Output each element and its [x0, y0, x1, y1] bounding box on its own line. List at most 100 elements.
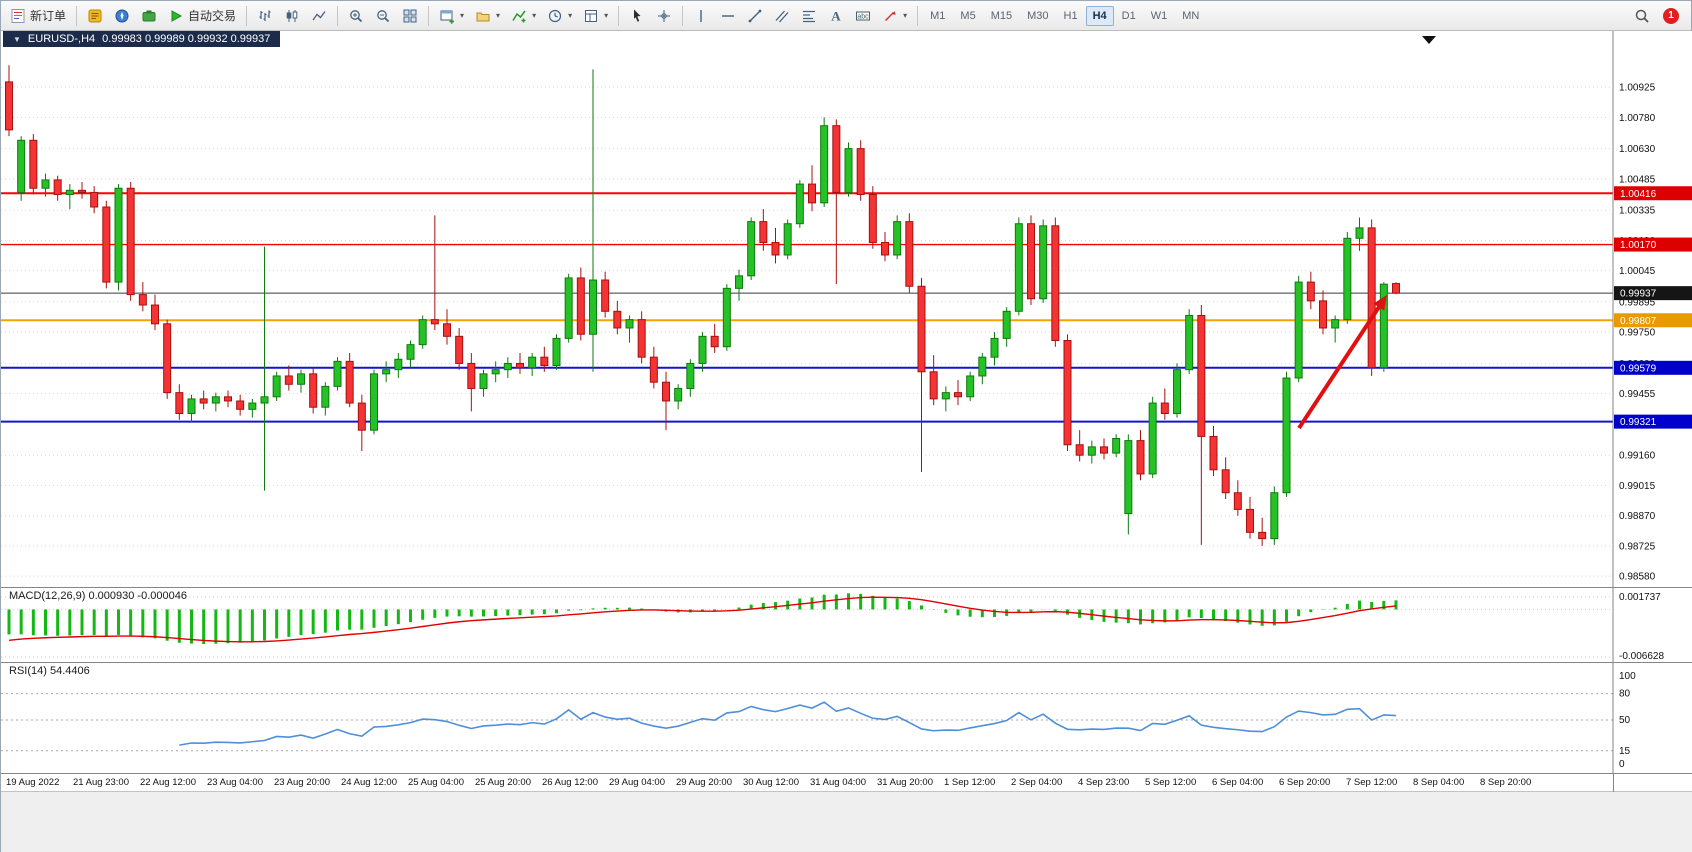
- tf-m5-button[interactable]: M5: [960, 9, 976, 22]
- tf-d1-button[interactable]: D1: [1121, 9, 1136, 22]
- svg-text:0.99807: 0.99807: [1620, 316, 1657, 327]
- zoom-out-button[interactable]: [370, 4, 396, 28]
- template-icon: [585, 9, 598, 22]
- toolbar-separator: [337, 5, 339, 26]
- toolbar-separator: [917, 5, 919, 26]
- text-button[interactable]: A: [823, 4, 849, 28]
- crosshair-button[interactable]: [651, 4, 677, 28]
- clock-icon: [548, 9, 562, 22]
- svg-text:0.99579: 0.99579: [1620, 363, 1657, 374]
- toolbar-separator: [246, 5, 248, 26]
- toolbar-separator: [76, 5, 78, 26]
- time-axis[interactable]: 19 Aug 2022 21 Aug 23:00 22 Aug 12:00 23 Au…: [1, 773, 1692, 792]
- time-label: 30 Aug 12:00: [743, 777, 799, 788]
- macd-histogram: [7, 593, 1398, 644]
- svg-text:0.99321: 0.99321: [1620, 417, 1657, 428]
- price-axis-label: 1.00925: [1619, 83, 1656, 94]
- price-axis-label: 0.99160: [1619, 451, 1656, 462]
- price-axis-label: 0.98725: [1619, 541, 1656, 552]
- tf-m1-button[interactable]: M1: [930, 9, 946, 22]
- market-watch-button[interactable]: [82, 4, 108, 28]
- caret-down-icon: ▾: [903, 11, 908, 20]
- navigator-button[interactable]: [109, 4, 135, 28]
- svg-text:A: A: [831, 8, 841, 23]
- auto-trading-button[interactable]: 自动交易: [163, 3, 241, 28]
- profiles-button[interactable]: ▾: [470, 4, 505, 28]
- rsi-axis-label: 50: [1619, 715, 1631, 726]
- svg-text:1.00170: 1.00170: [1620, 240, 1657, 251]
- channel-button[interactable]: [769, 4, 795, 28]
- time-label: 26 Aug 12:00: [542, 777, 598, 788]
- time-label: 31 Aug 04:00: [810, 777, 866, 788]
- time-label: 31 Aug 20:00: [877, 777, 933, 788]
- price-axis-label: 0.99895: [1619, 297, 1656, 308]
- tf-h4-button[interactable]: H4: [1085, 5, 1114, 26]
- chart-shift-marker[interactable]: [1422, 36, 1436, 44]
- time-label: 8 Sep 20:00: [1480, 777, 1532, 788]
- time-label: 29 Aug 04:00: [609, 777, 665, 788]
- new-chart-icon: [440, 10, 455, 24]
- channel-icon: [775, 10, 789, 22]
- time-label: 24 Aug 12:00: [341, 777, 397, 788]
- tf-w1-button[interactable]: W1: [1150, 9, 1168, 22]
- price-axis-label: 0.99455: [1619, 389, 1656, 400]
- rsi-axis-label: 15: [1619, 746, 1631, 757]
- cursor-button[interactable]: [624, 4, 650, 28]
- new-order-button-label: 新订单: [30, 9, 67, 23]
- chart-title-bar[interactable]: ▼ EURUSD-,H4 0.99983 0.99989 0.99932 0.9…: [3, 31, 281, 47]
- price-axis-label: 0.99015: [1619, 481, 1656, 492]
- price-tag-0.99579: 0.99579: [1614, 360, 1692, 375]
- vline-icon: [700, 9, 702, 22]
- play-icon: [171, 9, 183, 22]
- tf-m30-button[interactable]: M30: [1027, 9, 1049, 22]
- candles-icon: [286, 9, 298, 22]
- price-axis-label: 0.99750: [1619, 328, 1656, 339]
- candlestick-chart-button[interactable]: [279, 4, 305, 28]
- rsi-line: [179, 701, 1397, 746]
- macd-panel[interactable]: 0.001737 -0.006628: [1, 587, 1692, 662]
- new-chart-button[interactable]: ▾: [434, 4, 469, 28]
- price-axis-label: 1.00630: [1619, 144, 1656, 155]
- bars-icon: [259, 10, 271, 21]
- toolbar-right-group: 1: [1629, 4, 1687, 28]
- zoom-out-icon: [377, 9, 390, 22]
- notification-badge[interactable]: 1: [1663, 7, 1679, 24]
- zoom-in-button[interactable]: [343, 4, 369, 28]
- time-label: 25 Aug 04:00: [408, 777, 464, 788]
- chart-menu-icon[interactable]: ▼: [13, 34, 21, 44]
- periods-button[interactable]: ▾: [542, 4, 577, 28]
- candles-series: [5, 65, 1400, 546]
- tf-m15-button[interactable]: M15: [990, 9, 1013, 22]
- bar-chart-button[interactable]: [252, 4, 278, 28]
- new-order-icon: [11, 8, 25, 23]
- time-label: 19 Aug 2022: [6, 777, 60, 788]
- horizontal-line-button[interactable]: [715, 4, 741, 28]
- svg-text:0.99937: 0.99937: [1620, 289, 1657, 300]
- tf-h1-button[interactable]: H1: [1063, 9, 1078, 22]
- new-order-button[interactable]: 新订单: [5, 3, 71, 28]
- label-button[interactable]: abc: [850, 4, 876, 28]
- indicators-button[interactable]: ▾: [506, 4, 541, 28]
- tile-windows-button[interactable]: [397, 4, 423, 28]
- search-button[interactable]: [1629, 4, 1655, 28]
- macd-axis-max: 0.001737: [1619, 592, 1661, 603]
- templates-button[interactable]: ▾: [578, 4, 613, 28]
- terminal-button[interactable]: [136, 4, 162, 28]
- rsi-panel[interactable]: 100 80 50 15 0: [1, 662, 1692, 773]
- tf-mn-button[interactable]: MN: [1182, 9, 1200, 22]
- time-label: 1 Sep 12:00: [944, 777, 996, 788]
- line-chart-icon: [312, 10, 326, 20]
- text-icon: A: [831, 8, 841, 23]
- main-chart[interactable]: 1.00925 1.00780 1.00630 1.00485 1.00335 1.001…: [1, 31, 1692, 587]
- macd-signal-line: [8, 596, 1397, 643]
- arrows-button[interactable]: ▾: [877, 4, 912, 28]
- chart-window: ▼ EURUSD-,H4 0.99983 0.99989 0.99932 0.9…: [1, 31, 1692, 852]
- trend-arrow-annotation[interactable]: [1297, 295, 1387, 430]
- line-chart-button[interactable]: [306, 4, 332, 28]
- market-watch-icon: [88, 9, 102, 22]
- vertical-line-button[interactable]: [688, 4, 714, 28]
- trendline-button[interactable]: [742, 4, 768, 28]
- fibonacci-button[interactable]: [796, 4, 822, 28]
- toolbar-separator: [618, 5, 620, 26]
